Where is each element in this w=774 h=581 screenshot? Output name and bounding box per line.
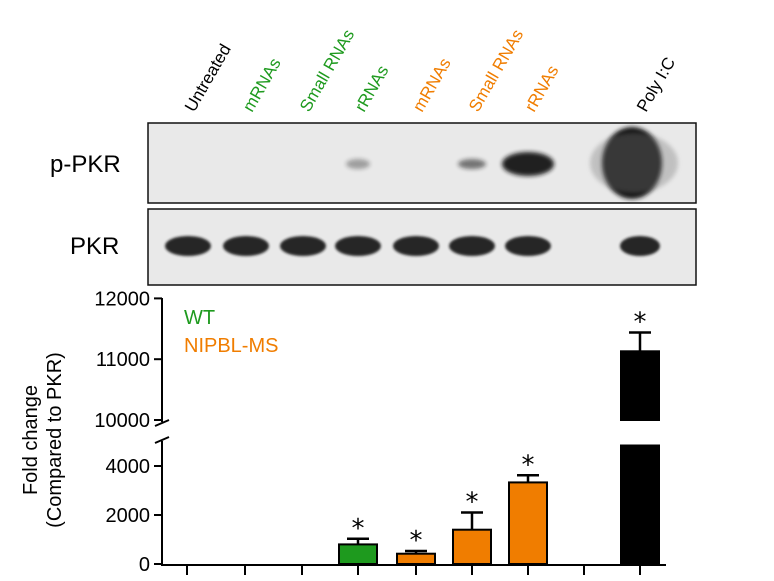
bar-group: *	[396, 526, 436, 566]
pkr-band	[620, 236, 660, 256]
p-pkr-blot	[147, 122, 697, 204]
pkr-band	[393, 236, 439, 256]
lane-label: Small RNAs	[465, 26, 527, 115]
axis-break-mark-top	[154, 419, 170, 427]
bar	[338, 543, 378, 566]
lane-label: Poly I:C	[633, 54, 679, 115]
pkr-band	[335, 236, 381, 256]
significance-star: *	[466, 488, 479, 518]
p-pkr-label: p-PKR	[50, 151, 121, 178]
bar	[452, 528, 492, 566]
bar	[620, 444, 660, 565]
pkr-band	[505, 236, 551, 256]
x-axis-ticks	[186, 565, 641, 575]
y-tick-label: 10000	[94, 410, 150, 432]
significance-star: *	[634, 307, 647, 337]
lane-label: Untreated	[181, 41, 235, 115]
axis-break-mark-bottom	[154, 436, 170, 444]
pkr-band	[223, 236, 269, 256]
p-pkr-band-haze	[590, 133, 678, 193]
y-tick-label: 0	[139, 554, 150, 576]
lane-label: rRNAs	[521, 62, 562, 115]
pkr-blot	[147, 208, 697, 286]
pkr-band	[165, 236, 211, 256]
lane-label: rRNAs	[351, 62, 392, 115]
p-pkr-band	[346, 159, 370, 169]
lane-label: mRNAs	[409, 55, 455, 115]
y-tick-label: 11000	[96, 349, 150, 371]
bar-group: *	[620, 307, 660, 565]
bar-group: *	[338, 514, 378, 566]
y-axis-label-line1: Fold change	[20, 385, 42, 495]
legend-nipbl-ms: NIPBL-MS	[184, 335, 278, 357]
p-pkr-band	[458, 159, 486, 169]
y-axis-label-line2: (Compared to PKR)	[44, 352, 66, 528]
pkr-band	[449, 236, 495, 256]
legend-wt: WT	[184, 307, 215, 329]
bar-group: *	[452, 488, 492, 566]
significance-star: *	[410, 526, 423, 556]
bars: * * * * *	[338, 307, 660, 566]
bar-upper-segment	[620, 350, 660, 421]
p-pkr-band	[502, 152, 554, 176]
significance-star: *	[522, 450, 535, 480]
lane-label: Small RNAs	[296, 26, 358, 115]
y-tick-label: 12000	[94, 288, 150, 310]
y-axis: 0 2000 4000 10000 11000 12000	[94, 288, 170, 576]
y-tick-label: 2000	[106, 505, 151, 527]
pkr-band	[280, 236, 326, 256]
lane-label: mRNAs	[239, 55, 285, 115]
y-tick-label: 4000	[106, 456, 151, 478]
pkr-label: PKR	[70, 233, 119, 260]
significance-star: *	[352, 514, 365, 544]
bar-group: *	[508, 450, 548, 566]
bar	[508, 481, 548, 566]
